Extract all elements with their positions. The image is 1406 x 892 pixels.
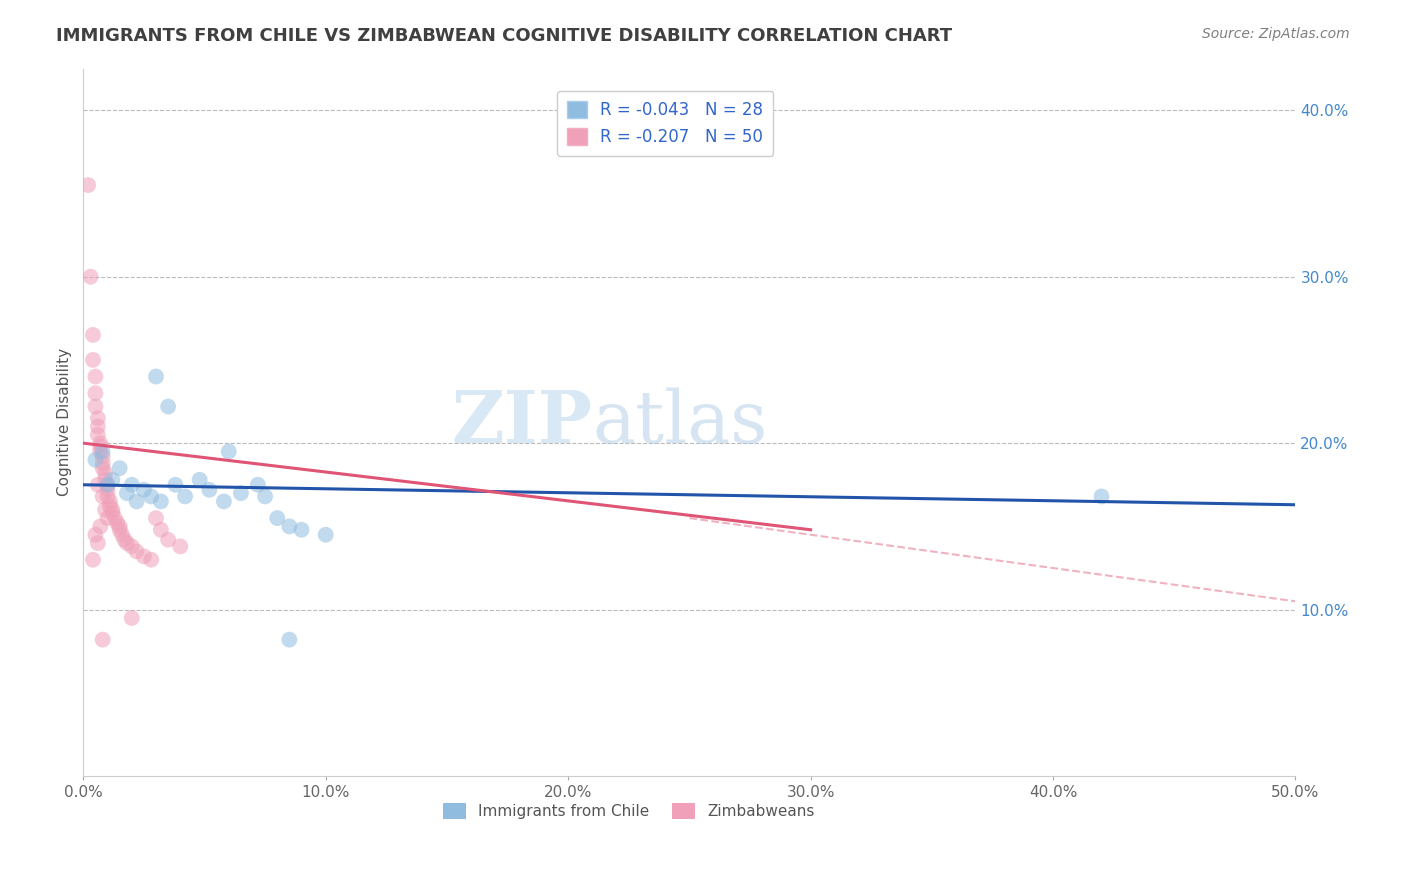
Point xyxy=(87,411,110,425)
Point xyxy=(105,516,128,530)
Point xyxy=(141,552,163,566)
Point xyxy=(149,494,172,508)
Point xyxy=(115,486,138,500)
Point xyxy=(141,490,163,504)
Point xyxy=(114,533,136,547)
Point xyxy=(145,369,167,384)
Point xyxy=(104,511,127,525)
Point xyxy=(121,477,143,491)
Point xyxy=(229,486,252,500)
Point xyxy=(91,461,114,475)
Point xyxy=(77,178,100,192)
Point xyxy=(91,444,114,458)
Point xyxy=(98,500,121,514)
Point xyxy=(132,549,155,564)
Point xyxy=(96,477,118,491)
Point xyxy=(89,440,111,454)
Point xyxy=(108,523,131,537)
Point xyxy=(91,632,114,647)
Point xyxy=(111,527,134,541)
Point xyxy=(94,473,117,487)
Point xyxy=(290,523,312,537)
Y-axis label: Cognitive Disability: Cognitive Disability xyxy=(58,348,72,497)
Point xyxy=(125,494,148,508)
Point xyxy=(218,444,240,458)
Point xyxy=(84,386,107,401)
Point xyxy=(165,477,187,491)
Point xyxy=(87,477,110,491)
Point xyxy=(266,511,288,525)
Text: Source: ZipAtlas.com: Source: ZipAtlas.com xyxy=(1202,27,1350,41)
Point xyxy=(278,519,301,533)
Point xyxy=(108,519,131,533)
Point xyxy=(132,483,155,497)
Point xyxy=(91,450,114,464)
Point xyxy=(101,506,124,520)
Point xyxy=(96,490,118,504)
Point xyxy=(87,427,110,442)
Point xyxy=(91,456,114,470)
Point xyxy=(87,536,110,550)
Point xyxy=(84,527,107,541)
Point xyxy=(121,611,143,625)
Point xyxy=(169,540,191,554)
Point xyxy=(96,511,118,525)
Point xyxy=(115,536,138,550)
Point xyxy=(84,400,107,414)
Point xyxy=(94,502,117,516)
Point xyxy=(96,483,118,497)
Point xyxy=(94,466,117,480)
Point xyxy=(98,494,121,508)
Point xyxy=(121,540,143,554)
Point xyxy=(108,461,131,475)
Point xyxy=(188,473,211,487)
Legend: Immigrants from Chile, Zimbabweans: Immigrants from Chile, Zimbabweans xyxy=(437,797,821,825)
Point xyxy=(174,490,197,504)
Point xyxy=(101,502,124,516)
Point xyxy=(1090,490,1112,504)
Point xyxy=(79,269,101,284)
Point xyxy=(101,473,124,487)
Point xyxy=(246,477,269,491)
Point xyxy=(84,452,107,467)
Point xyxy=(89,436,111,450)
Point xyxy=(91,490,114,504)
Point xyxy=(278,632,301,647)
Point xyxy=(125,544,148,558)
Point xyxy=(84,369,107,384)
Text: atlas: atlas xyxy=(592,387,768,458)
Point xyxy=(198,483,221,497)
Text: IMMIGRANTS FROM CHILE VS ZIMBABWEAN COGNITIVE DISABILITY CORRELATION CHART: IMMIGRANTS FROM CHILE VS ZIMBABWEAN COGN… xyxy=(56,27,952,45)
Point xyxy=(82,352,104,367)
Point xyxy=(96,477,118,491)
Point xyxy=(87,419,110,434)
Point xyxy=(89,444,111,458)
Point xyxy=(157,400,180,414)
Point xyxy=(315,527,337,541)
Point xyxy=(145,511,167,525)
Point xyxy=(212,494,235,508)
Text: ZIP: ZIP xyxy=(451,387,592,458)
Point xyxy=(149,523,172,537)
Point xyxy=(82,327,104,342)
Point xyxy=(89,519,111,533)
Point xyxy=(82,552,104,566)
Point xyxy=(254,490,277,504)
Point xyxy=(157,533,180,547)
